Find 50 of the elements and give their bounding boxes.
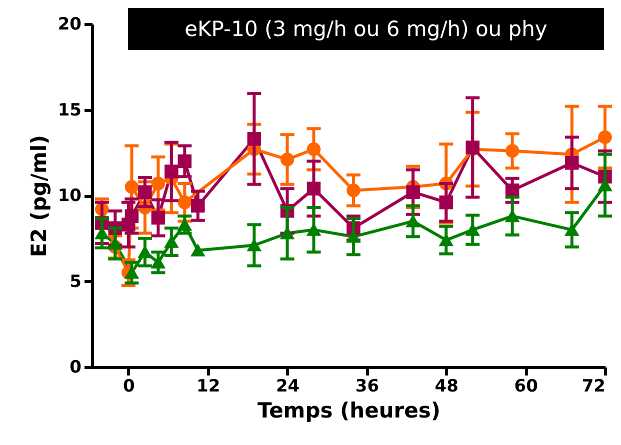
x-axis-title: Temps (heures) bbox=[258, 398, 440, 422]
point bbox=[138, 185, 152, 199]
point bbox=[466, 224, 480, 236]
y-tick-label: 15 bbox=[58, 100, 82, 120]
point bbox=[565, 156, 579, 170]
point bbox=[505, 144, 520, 158]
point bbox=[306, 182, 321, 196]
point bbox=[247, 132, 262, 146]
point bbox=[247, 239, 262, 252]
x-tick-label: 0 bbox=[122, 376, 135, 396]
y-tick-label: 20 bbox=[58, 14, 82, 34]
point bbox=[406, 185, 420, 199]
point bbox=[151, 176, 166, 190]
point bbox=[178, 196, 192, 210]
y-tick-label: 0 bbox=[70, 358, 82, 378]
x-tick-label: 48 bbox=[434, 376, 458, 396]
point bbox=[164, 236, 178, 248]
point bbox=[124, 266, 139, 279]
point bbox=[191, 244, 205, 256]
point bbox=[565, 224, 579, 236]
title-banner: eKP-10 (3 mg/h ou 6 mg/h) ou phy bbox=[128, 8, 604, 50]
point bbox=[406, 215, 420, 228]
point bbox=[346, 183, 360, 198]
x-tick-label: 72 bbox=[582, 376, 606, 396]
point bbox=[439, 195, 454, 210]
y-tick-label: 10 bbox=[58, 186, 82, 206]
point bbox=[280, 152, 294, 166]
point bbox=[124, 180, 139, 194]
y-axis-title: E2 (pg/ml) bbox=[26, 134, 51, 258]
point bbox=[164, 164, 178, 178]
point bbox=[439, 234, 454, 246]
point bbox=[505, 210, 520, 222]
point bbox=[306, 224, 321, 236]
x-tick-label: 12 bbox=[196, 376, 220, 396]
point bbox=[95, 227, 109, 240]
point bbox=[598, 130, 612, 144]
point bbox=[598, 179, 612, 192]
point bbox=[280, 227, 294, 240]
point bbox=[124, 209, 139, 223]
point bbox=[138, 246, 152, 258]
point bbox=[178, 154, 192, 168]
y-tick-label: 5 bbox=[70, 272, 82, 292]
point bbox=[151, 256, 166, 268]
point bbox=[346, 230, 360, 243]
x-tick-label: 24 bbox=[276, 376, 300, 396]
x-tick-label: 36 bbox=[355, 376, 380, 396]
point bbox=[306, 142, 321, 156]
point bbox=[178, 218, 192, 231]
point bbox=[191, 198, 205, 213]
x-tick-label: 60 bbox=[514, 376, 538, 396]
